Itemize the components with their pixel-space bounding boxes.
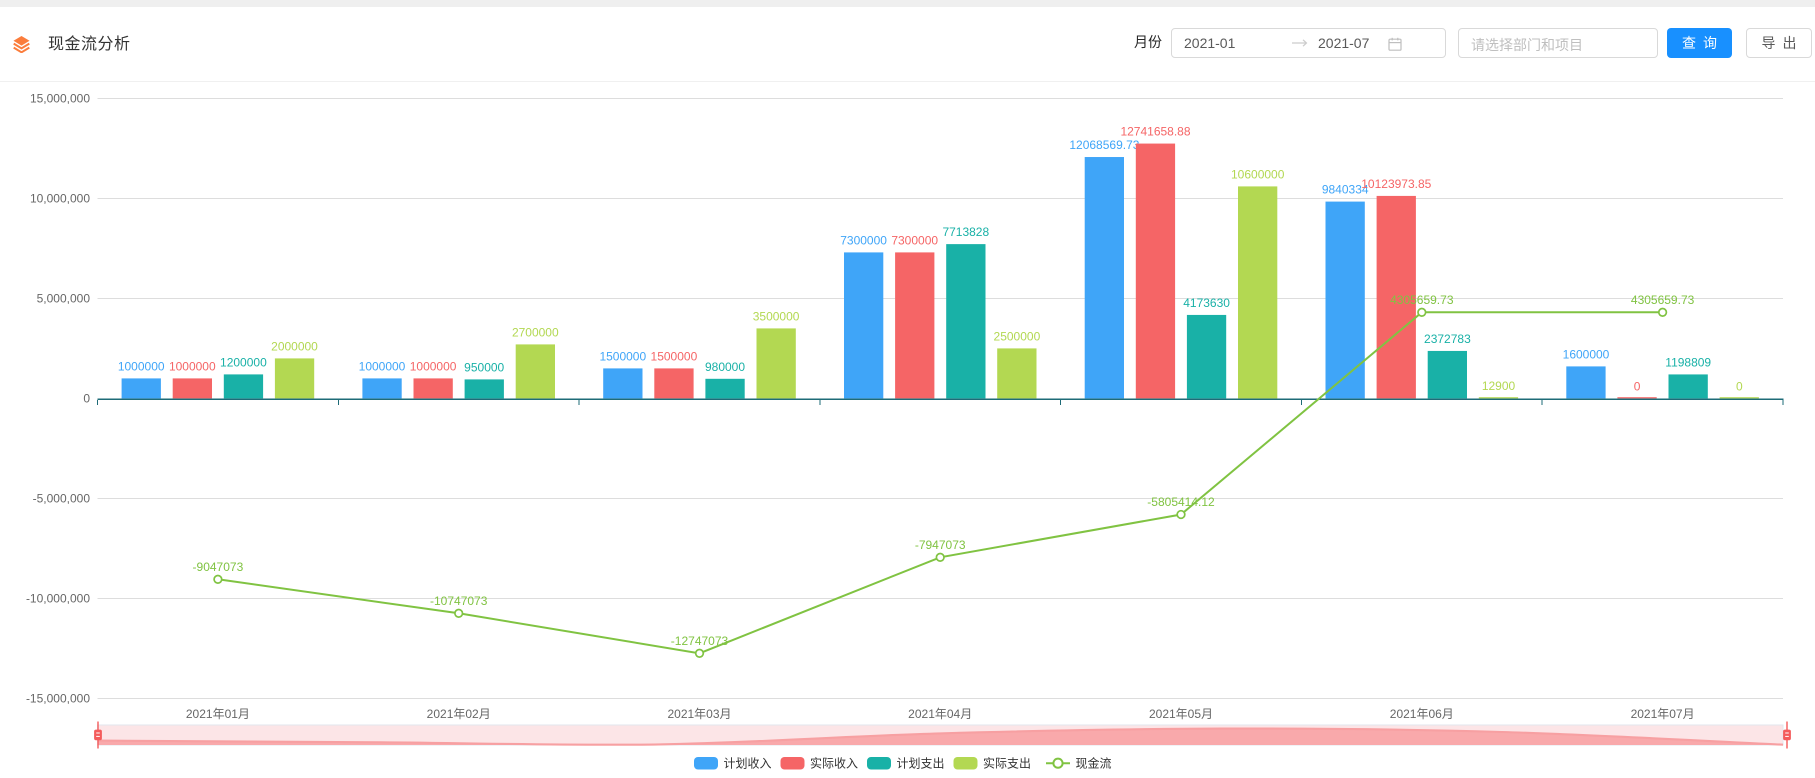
svg-text:-15,000,000: -15,000,000 (26, 691, 90, 705)
svg-text:0: 0 (83, 391, 90, 405)
svg-text:980000: 980000 (705, 360, 745, 374)
svg-text:实际收入: 实际收入 (810, 756, 858, 771)
svg-text:2021年05月: 2021年05月 (1149, 707, 1213, 721)
svg-text:计划收入: 计划收入 (724, 757, 772, 771)
svg-text:2000000: 2000000 (271, 339, 318, 353)
svg-text:-10,000,000: -10,000,000 (26, 591, 90, 605)
svg-text:0: 0 (1736, 379, 1743, 393)
svg-text:4173630: 4173630 (1183, 296, 1230, 310)
svg-text:1000000: 1000000 (359, 359, 406, 373)
svg-text:-10747073: -10747073 (430, 594, 488, 608)
svg-text:3500000: 3500000 (753, 309, 800, 323)
svg-text:-12747073: -12747073 (671, 634, 729, 648)
svg-text:2500000: 2500000 (994, 329, 1041, 343)
svg-text:2021年07月: 2021年07月 (1631, 707, 1695, 721)
svg-text:2021年02月: 2021年02月 (427, 707, 491, 721)
svg-text:计划支出: 计划支出 (897, 757, 945, 771)
svg-text:1200000: 1200000 (220, 355, 267, 369)
svg-text:-5805414.12: -5805414.12 (1147, 495, 1215, 509)
svg-text:1000000: 1000000 (169, 359, 216, 373)
svg-text:9840334: 9840334 (1322, 183, 1369, 197)
svg-text:4305659.73: 4305659.73 (1631, 293, 1695, 307)
svg-text:5,000,000: 5,000,000 (37, 291, 91, 305)
svg-text:2021年01月: 2021年01月 (186, 707, 250, 721)
svg-text:2021年03月: 2021年03月 (667, 707, 731, 721)
svg-text:4305659.73: 4305659.73 (1390, 293, 1454, 307)
svg-text:950000: 950000 (464, 360, 504, 374)
svg-text:10123973.85: 10123973.85 (1361, 177, 1431, 191)
svg-text:1600000: 1600000 (1563, 347, 1610, 361)
svg-text:7713828: 7713828 (942, 225, 989, 239)
svg-text:12741658.88: 12741658.88 (1120, 125, 1190, 139)
svg-text:1000000: 1000000 (410, 359, 457, 373)
svg-text:12068569.73: 12068569.73 (1069, 138, 1139, 152)
svg-text:1198809: 1198809 (1665, 355, 1711, 369)
svg-text:10,000,000: 10,000,000 (30, 191, 90, 205)
svg-text:1000000: 1000000 (118, 359, 165, 373)
svg-text:15,000,000: 15,000,000 (30, 91, 90, 105)
svg-text:2021年06月: 2021年06月 (1390, 707, 1454, 721)
svg-text:2700000: 2700000 (512, 325, 559, 339)
svg-text:-7947073: -7947073 (915, 538, 966, 552)
svg-text:2021年04月: 2021年04月 (908, 707, 972, 721)
svg-text:10600000: 10600000 (1231, 167, 1285, 181)
svg-text:-9047073: -9047073 (193, 560, 244, 574)
svg-text:1500000: 1500000 (599, 349, 646, 363)
svg-text:1500000: 1500000 (651, 349, 698, 363)
svg-text:7300000: 7300000 (891, 233, 938, 247)
svg-text:现金流: 现金流 (1076, 756, 1112, 771)
svg-text:12900: 12900 (1482, 379, 1516, 393)
svg-text:7300000: 7300000 (840, 233, 887, 247)
svg-text:实际支出: 实际支出 (983, 756, 1031, 771)
svg-text:0: 0 (1634, 379, 1641, 393)
svg-text:2372783: 2372783 (1424, 332, 1471, 346)
svg-text:-5,000,000: -5,000,000 (33, 491, 91, 505)
